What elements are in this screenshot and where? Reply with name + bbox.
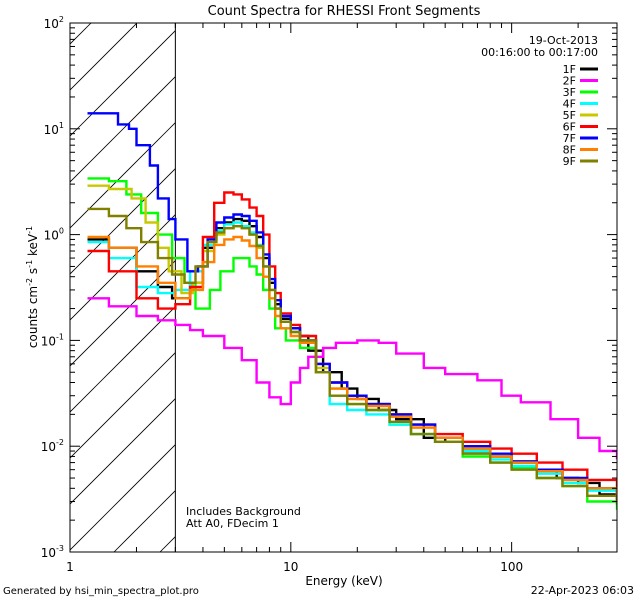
- annotation-background: Includes Background: [186, 505, 301, 518]
- y-tick-label-base: 10: [41, 440, 56, 454]
- y-tick-label-exp: 2: [59, 15, 64, 24]
- legend-label-8f: 8F: [563, 144, 576, 157]
- y-tick-label-exp: -3: [56, 544, 64, 553]
- y-tick-label-exp: 0: [59, 227, 64, 236]
- legend-label-5f: 5F: [563, 109, 576, 122]
- series-line-7f: [87, 112, 617, 499]
- y-tick-label-base: 10: [44, 229, 59, 243]
- hatch-line: [70, 398, 176, 505]
- date-label: 19-Oct-2013: [529, 34, 598, 47]
- hatch-line: [70, 76, 176, 183]
- y-label-exp3: -1: [25, 226, 34, 234]
- y-axis-label: counts cm-2 s-1 keV-1: [25, 226, 40, 348]
- x-tick-label: 100: [500, 560, 523, 574]
- legend-label-9f: 9F: [563, 155, 576, 168]
- y-label-tail: keV: [26, 233, 40, 260]
- legend-label-3f: 3F: [563, 86, 576, 99]
- x-tick-label: 1: [66, 560, 74, 574]
- legend-label-1f: 1F: [563, 63, 576, 76]
- y-tick-label: 100: [44, 227, 64, 243]
- y-label-base: counts cm: [26, 286, 40, 348]
- footer-generated-by: Generated by hsi_min_spectra_plot.pro: [3, 586, 199, 597]
- time-range-label: 00:16:00 to 00:17:00: [481, 46, 598, 59]
- legend-label-2f: 2F: [563, 75, 576, 88]
- legend-label-4f: 4F: [563, 98, 576, 111]
- y-tick-label: 102: [44, 15, 64, 31]
- series-line-8f: [87, 235, 617, 499]
- y-tick-label-base: 10: [44, 17, 59, 31]
- y-label-exp2: -1: [25, 260, 34, 268]
- plot-frame: [69, 22, 618, 553]
- hatch-line: [70, 122, 176, 229]
- legend-label-6f: 6F: [563, 121, 576, 134]
- y-tick-label: 10-2: [41, 438, 64, 454]
- y-tick-label-base: 10: [41, 334, 56, 348]
- x-tick-label: 10: [283, 560, 298, 574]
- x-axis-label: Energy (keV): [305, 574, 382, 588]
- chart-title: Count Spectra for RHESSI Front Segments: [208, 4, 481, 19]
- hatch-line: [70, 214, 176, 321]
- hatch-line: [0, 0, 116, 552]
- annotation-attenuator: Att A0, FDecim 1: [186, 517, 279, 530]
- y-tick-label: 101: [44, 121, 64, 137]
- legend-label-7f: 7F: [563, 132, 576, 145]
- y-label-exp1: -2: [25, 278, 34, 286]
- series-line-2f: [87, 297, 617, 460]
- y-tick-label-base: 10: [41, 546, 56, 560]
- series-layer: [87, 112, 617, 510]
- y-tick-label-base: 10: [44, 123, 59, 137]
- y-tick-label-exp: 1: [59, 121, 64, 130]
- y-tick-label: 10-3: [41, 544, 64, 560]
- y-tick-label-exp: -1: [56, 332, 64, 341]
- y-label-mid: s: [26, 268, 40, 278]
- hatch-line: [70, 23, 138, 91]
- series-line-9f: [87, 207, 617, 505]
- y-tick-label-exp: -2: [56, 438, 64, 447]
- footer-timestamp: 22-Apr-2023 06:03: [531, 584, 634, 597]
- y-tick-label: 10-1: [41, 332, 64, 348]
- hatch-line: [70, 352, 176, 459]
- hatch-line: [70, 30, 176, 137]
- hatch-line: [70, 444, 176, 551]
